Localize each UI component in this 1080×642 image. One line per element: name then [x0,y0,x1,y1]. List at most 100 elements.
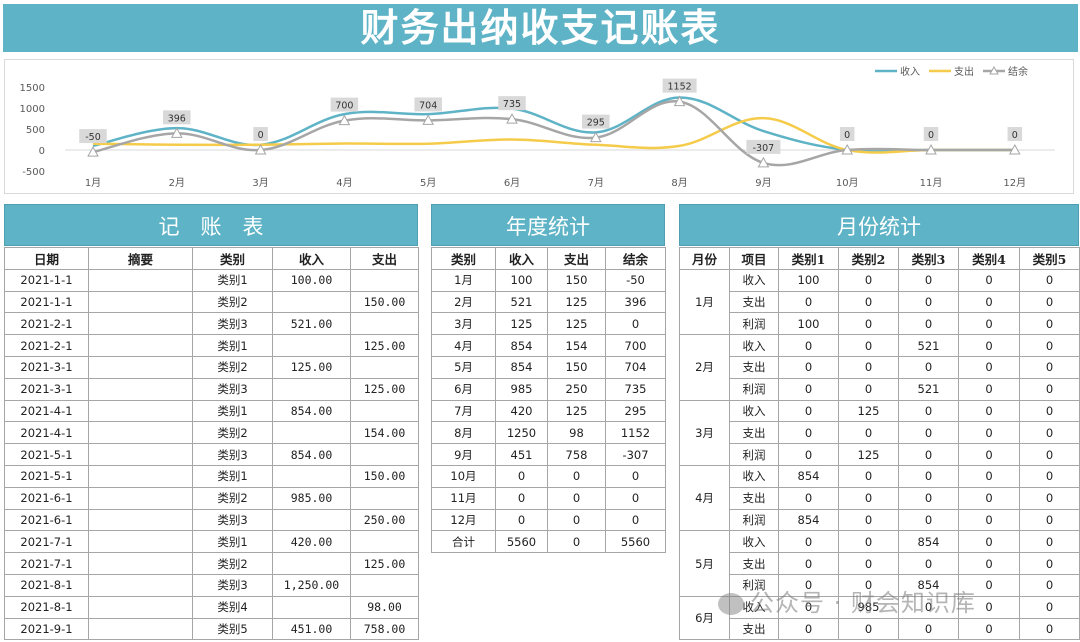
annual-cell: 0 [495,508,548,532]
monthly-cell: 0 [778,530,839,554]
balance-marker [841,143,854,155]
x-tick-label: 10月 [836,177,859,189]
ledger-cell: 125.00 [350,334,419,357]
ledger-cell: 154.00 [350,421,419,445]
annual-title: 年度统计 [431,204,665,246]
annual-cell: 758 [547,443,606,466]
x-tick-label: 8月 [671,177,687,189]
annual-cell: 150 [547,268,606,292]
balance-marker [338,114,351,126]
ledger-cell [350,399,419,423]
monthly-cell: 0 [838,290,899,314]
monthly-cell: 0 [1019,399,1080,423]
annual-cell: 2月 [431,290,496,314]
balance-marker [757,156,770,168]
ledger-cell [88,508,193,532]
ledger-cell: 125.00 [272,355,351,379]
ledger-cell: 125.00 [350,552,419,575]
ledger-cell [350,312,419,336]
monthly-cell: 0 [958,421,1020,445]
annual-cell: -307 [605,443,666,466]
annual-cell: 854 [495,355,548,379]
ledger-cell: 985.00 [272,486,351,510]
ledger-cell [88,312,193,336]
annual-cell: 0 [495,486,548,510]
annual-cell: 0 [547,486,606,510]
monthly-cell: 0 [838,312,899,336]
annual-header-cell: 收入 [495,247,548,270]
monthly-cell: 利润 [729,443,779,466]
monthly-cell: 0 [958,443,1020,466]
monthly-cell: 0 [1019,486,1080,510]
ledger-cell [350,443,419,466]
legend-marker [989,65,999,75]
monthly-cell: 0 [1019,552,1080,575]
series-line-2 [92,100,1015,167]
monthly-cell: 521 [898,377,959,401]
monthly-cell: 0 [898,552,959,575]
monthly-cell: 0 [778,334,839,357]
annual-stats-table: 类别 收入 支出 结余 1月 100 150 -50 2月 521 125 396 3月 125 125 0… [431,247,666,554]
ledger-cell [272,334,351,357]
monthly-cell: 利润 [729,508,779,532]
monthly-cell: 0 [958,355,1020,379]
ledger-cell [88,617,193,641]
ledger-cell [88,530,193,554]
ledger-cell: 类别2 [192,552,273,575]
monthly-cell: 0 [958,552,1020,575]
monthly-cell: 0 [898,508,959,532]
ledger-cell: 类别3 [192,508,273,532]
annual-cell: 0 [547,508,606,532]
annual-cell: 250 [547,377,606,401]
annual-cell: 5560 [605,530,666,554]
ledger-cell [88,552,193,575]
data-label: 295 [587,118,605,129]
annual-cell: 451 [495,443,548,466]
ledger-cell: 854.00 [272,399,351,423]
table-row: 2021-1-1 类别1 100.00 [4,268,419,292]
ledger-header-cell: 支出 [350,247,419,270]
data-label: -50 [85,132,101,143]
ledger-cell: 类别1 [192,334,273,357]
data-label-box [746,139,781,154]
monthly-header-cell: 类别4 [958,247,1020,270]
ledger-cell [272,377,351,401]
monthly-cell: 0 [1019,290,1080,314]
monthly-cell: 100 [778,268,839,292]
balance-marker [925,143,937,155]
annual-cell: 704 [605,355,666,379]
ledger-header-cell: 日期 [4,247,89,270]
monthly-cell: 支出 [729,421,779,445]
monthly-cell: 100 [778,312,839,336]
monthly-cell: 利润 [729,573,779,597]
table-row: 9月 451 758 -307 [431,443,666,466]
ledger-cell: 1,250.00 [272,573,351,597]
ledger-cell: 98.00 [350,595,419,619]
table-row: 2021-3-1 类别3 125.00 [4,377,419,401]
annual-cell: 8月 [431,421,496,445]
monthly-cell: 0 [898,355,959,379]
monthly-cell: 0 [838,421,899,445]
monthly-cell: 支出 [729,617,779,641]
monthly-cell: 0 [958,377,1020,401]
monthly-header-cell: 类别1 [778,247,839,270]
annual-cell: -50 [605,268,666,292]
ledger-cell [88,290,193,314]
monthly-cell: 0 [1019,421,1080,445]
ledger-cell: 类别3 [192,443,273,466]
table-row: 支出 0 0 0 0 0 [680,617,1080,641]
monthly-cell: 0 [1019,617,1080,641]
data-label: 700 [335,101,353,112]
monthly-cell: 0 [838,464,899,488]
monthly-cell: 0 [898,290,959,314]
monthly-cell: 854 [778,508,839,532]
monthly-cell: 0 [1019,268,1080,292]
x-tick-label: 9月 [755,177,771,189]
monthly-cell: 0 [778,617,839,641]
table-row: 1月 收入 100 0 0 0 0 [679,268,1080,336]
ledger-cell [350,530,419,554]
ledger-cell: 类别2 [192,290,273,314]
ledger-cell: 2021-8-1 [4,595,89,619]
annual-cell: 0 [605,464,666,488]
y-tick-label: 1000 [20,104,45,115]
